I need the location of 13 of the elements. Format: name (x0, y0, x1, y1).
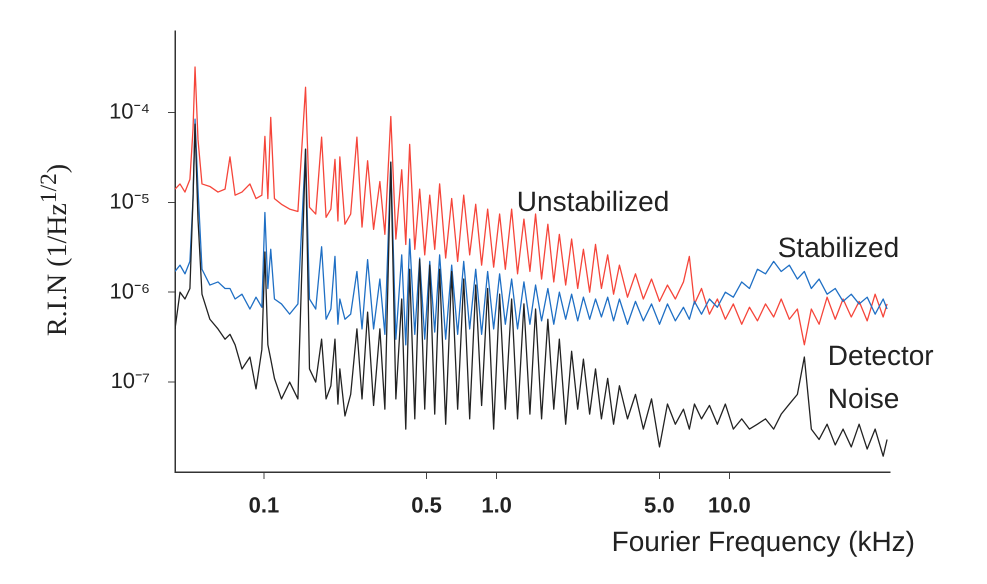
y-tick-label: 10⁻⁵ (109, 188, 150, 214)
series-label: Stabilized (778, 232, 900, 264)
x-tick-label: 1.0 (481, 492, 512, 518)
y-tick-label: 10⁻⁷ (110, 368, 150, 394)
x-tick-label: 10.0 (708, 492, 751, 518)
series-label: Detector Noise (828, 340, 934, 414)
y-tick-label: 10⁻⁶ (109, 278, 150, 304)
x-axis-title: Fourier Frequency (kHz) (612, 526, 915, 558)
x-tick-label: 0.5 (411, 492, 442, 518)
y-tick-label: 10⁻⁴ (109, 98, 150, 124)
x-tick-label: 0.1 (248, 492, 280, 518)
x-tick-label: 5.0 (644, 492, 675, 518)
series-label: Unstabilized (516, 186, 670, 217)
